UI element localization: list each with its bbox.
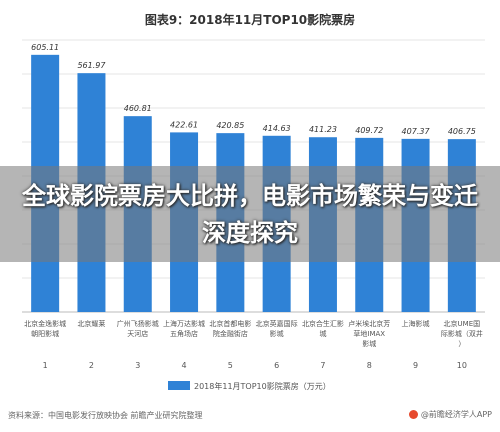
category-label-10: 北京UME国际影城（双井） <box>441 319 483 348</box>
category-label-1: 北京金逸影城朝阳影城 <box>24 319 66 338</box>
data-source: 资料来源：中国电影发行放映协会 前瞻产业研究院整理 <box>8 411 203 420</box>
legend-label: 2018年11月TOP10影院票房（万元） <box>194 381 331 391</box>
category-label-6: 北京英嘉国际影城 <box>256 319 298 338</box>
category-labels: 北京金逸影城朝阳影城 北京耀莱 广州飞扬影城天河店上海万达影城五角场店北京首都电影院… <box>24 319 483 348</box>
x-tick-8: 8 <box>367 361 372 370</box>
category-label-3: 广州飞扬影城天河店 <box>117 319 159 338</box>
x-tick-9: 9 <box>413 361 418 370</box>
value-label-5: 420.85 <box>216 121 244 130</box>
category-label-4: 上海万达影城五角场店 <box>163 319 205 338</box>
x-tick-5: 5 <box>228 361 233 370</box>
x-tick-2: 2 <box>89 361 94 370</box>
value-label-4: 422.61 <box>170 120 198 129</box>
value-label-1: 605.11 <box>31 43 59 52</box>
value-label-7: 411.23 <box>309 125 337 134</box>
value-label-3: 460.81 <box>124 104 152 113</box>
x-tick-1: 1 <box>43 361 48 370</box>
x-tick-7: 7 <box>320 361 325 370</box>
brand-logo-icon <box>408 410 418 419</box>
category-label-5: 北京首都电影院金融街店 <box>209 319 251 338</box>
legend: 2018年11月TOP10影院票房（万元） <box>168 381 331 391</box>
brand-label: @前瞻经济学人APP <box>420 410 492 419</box>
chart-title: 图表9：2018年11月TOP10影院票房 <box>145 12 355 27</box>
x-tick-labels: 1 2 3 4 5 6 7 8 9 10 <box>43 361 467 370</box>
x-tick-4: 4 <box>182 361 187 370</box>
title-overlay-band <box>0 166 500 262</box>
value-label-9: 407.37 <box>402 127 431 136</box>
overlay-title: 全球影院票房大比拼，电影市场繁荣与变迁深度探究 <box>22 182 478 247</box>
x-tick-6: 6 <box>274 361 279 370</box>
value-labels: 605.11 561.97 460.81 422.61 420.85 414.63 411.… <box>31 43 476 136</box>
category-label-9: 上海影城 <box>402 319 430 328</box>
category-label-7: 北京合生汇影城 <box>302 319 344 338</box>
value-label-6: 414.63 <box>263 124 291 133</box>
value-label-8: 409.72 <box>355 126 383 135</box>
x-tick-10: 10 <box>457 361 467 370</box>
brand-watermark: @前瞻经济学人APP <box>408 409 492 420</box>
value-label-10: 406.75 <box>448 127 476 136</box>
category-label-2: 北京耀莱 <box>77 319 105 328</box>
x-tick-3: 3 <box>135 361 140 370</box>
value-label-2: 561.97 <box>77 61 106 70</box>
legend-swatch <box>168 381 190 390</box>
category-label-8: 卢米埃北京芳草地IMAX 影城 <box>348 319 390 348</box>
